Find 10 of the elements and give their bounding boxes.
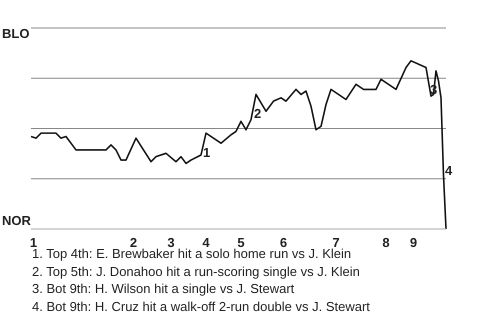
x-tick-label: 8 — [382, 235, 390, 250]
text: NOR — [2, 213, 31, 228]
text: 3. Bot 9th: H. Wilson hit a single vs J. Stewart — [32, 280, 296, 298]
text: BLO — [2, 26, 30, 41]
annotation: 4 — [445, 163, 452, 178]
annotation: 1 — [203, 145, 210, 160]
text: 4. Bot 9th: H. Cruz hit a walk-off 2-run double vs J. Stewart — [32, 298, 370, 315]
annotation: 2 — [254, 106, 262, 121]
text: 2. Top 5th: J. Donahoo hit a run-scoring single vs J. Klein — [32, 262, 361, 280]
x-tick-label: 9 — [410, 235, 418, 250]
